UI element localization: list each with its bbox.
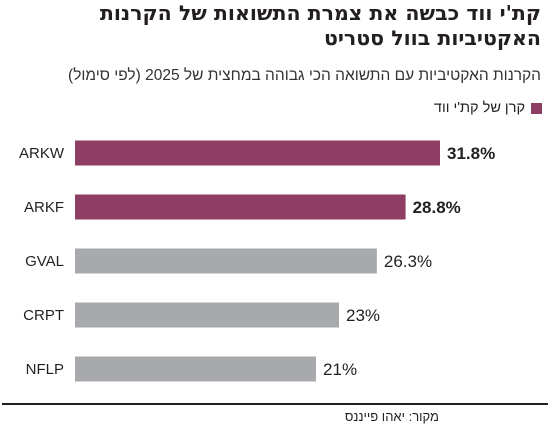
bar-arkf — [75, 194, 406, 220]
chart-title: קת'י ווד כבשה את צמרת התשואות של הקרנות … — [99, 1, 541, 50]
legend-swatch — [531, 102, 542, 114]
value-label-arkw: 31.8% — [447, 144, 495, 163]
bar-gval — [75, 248, 377, 274]
value-label-crpt: 23% — [346, 306, 380, 325]
chart-subtitle: הקרנות האקטיביות עם התשואה הכי גבוהה במח… — [68, 67, 541, 84]
source-note: מקור: יאהו פייננס — [344, 409, 439, 424]
legend-label: קרן של קת'י ווד — [433, 100, 525, 116]
bar-nflp — [75, 356, 317, 382]
category-label-crpt: CRPT — [23, 307, 64, 324]
category-label-nflp: NFLP — [26, 361, 64, 378]
category-label-arkf: ARKF — [24, 199, 64, 216]
chart-legend: קרן של קת'י ווד — [434, 100, 542, 116]
category-label-gval: GVAL — [25, 253, 64, 270]
category-label-arkw: ARKW — [19, 145, 65, 162]
value-label-nflp: 21% — [323, 360, 357, 379]
bar-crpt — [75, 302, 339, 328]
bottom-rule — [2, 403, 548, 405]
bar-arkw — [75, 140, 440, 166]
value-label-gval: 26.3% — [384, 252, 432, 271]
value-label-arkf: 28.8% — [413, 198, 461, 217]
